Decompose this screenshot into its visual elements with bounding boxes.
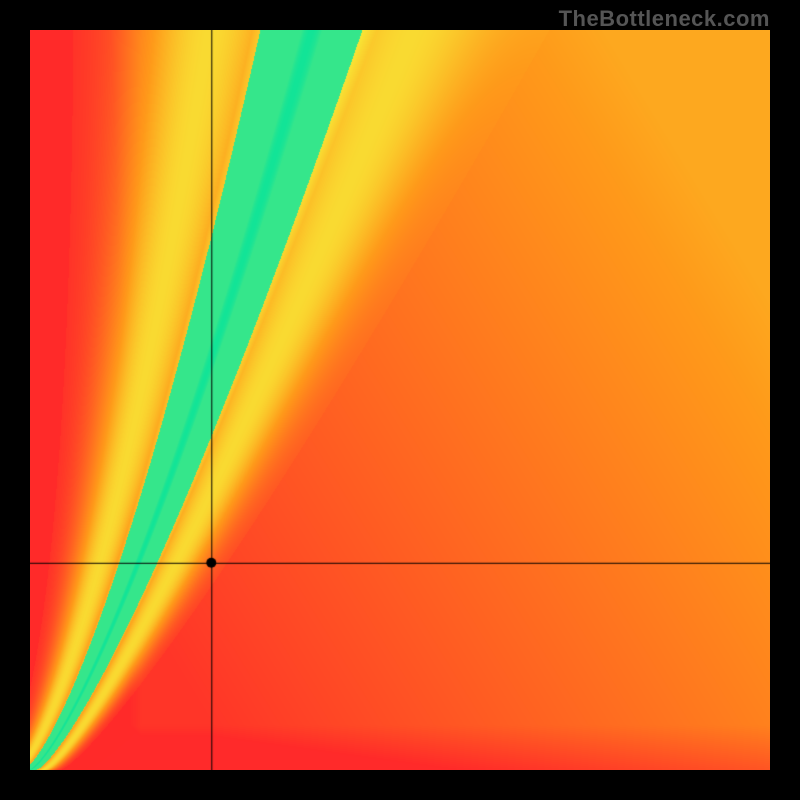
watermark-text: TheBottleneck.com — [559, 6, 770, 32]
heatmap-canvas — [30, 30, 770, 770]
chart-plot-area — [30, 30, 770, 770]
